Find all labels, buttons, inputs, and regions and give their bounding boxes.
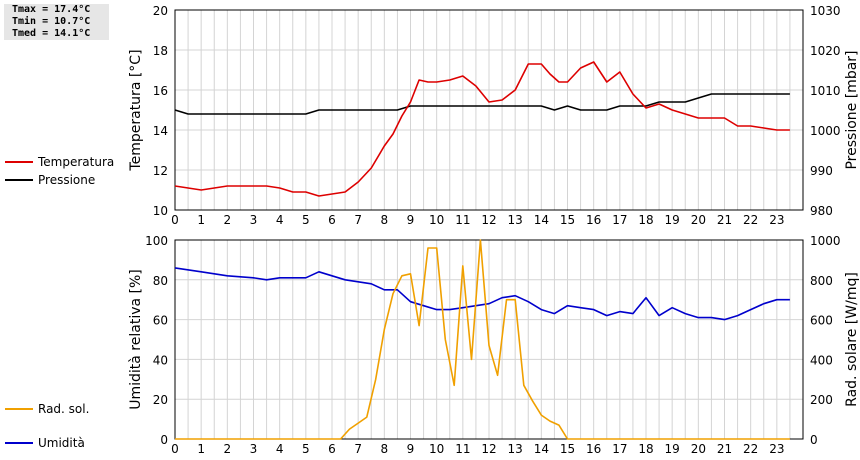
x-tick-label: 0 (171, 442, 179, 456)
x-tick-label: 4 (276, 213, 284, 227)
x-tick-label: 6 (328, 442, 336, 456)
x-tick-label: 10 (429, 442, 444, 456)
legend-label: Umidità (38, 436, 85, 450)
y-right-tick-label: 1000 (810, 234, 841, 248)
x-tick-label: 22 (743, 213, 758, 227)
x-tick-label: 14 (534, 213, 549, 227)
x-tick-label: 5 (302, 442, 310, 456)
x-tick-label: 19 (665, 213, 680, 227)
y-left-tick-label: 10 (153, 204, 168, 218)
x-tick-label: 18 (638, 442, 653, 456)
y-left-tick-label: 20 (153, 393, 168, 407)
y-left-tick-label: 16 (153, 84, 168, 98)
y-right-tick-label: 1010 (810, 84, 841, 98)
y-left-tick-label: 14 (153, 124, 168, 138)
x-tick-label: 16 (586, 213, 601, 227)
x-tick-label: 21 (717, 213, 732, 227)
x-tick-label: 19 (665, 442, 680, 456)
x-tick-label: 1 (197, 442, 205, 456)
plot-frame (174, 239, 804, 440)
y-left-axis-label: Temperatura [°C] (128, 49, 144, 171)
x-tick-label: 8 (381, 213, 389, 227)
x-tick-label: 12 (481, 442, 496, 456)
y-left-tick-label: 100 (145, 234, 168, 248)
x-tick-label: 23 (769, 213, 784, 227)
x-tick-label: 10 (429, 213, 444, 227)
y-right-tick-label: 600 (810, 314, 833, 328)
x-tick-label: 3 (250, 213, 258, 227)
temperature-pressure-panel: 0 1 2 3 4 5 6 7 8 9 10 11 12 13 14 15 16 17 18 19 20 21 22 2310… (5, 4, 860, 227)
y-left-tick-label: 18 (153, 44, 168, 58)
y-right-tick-label: 1030 (810, 4, 841, 18)
series-line-pressione (174, 93, 790, 115)
y-right-axis-label: Rad. solare [W/mq] (844, 272, 860, 407)
x-tick-label: 2 (224, 442, 232, 456)
x-tick-label: 13 (508, 213, 523, 227)
x-tick-label: 2 (224, 213, 232, 227)
x-tick-label: 15 (560, 213, 575, 227)
x-tick-label: 11 (455, 442, 470, 456)
x-tick-label: 16 (586, 442, 601, 456)
x-tick-label: 11 (455, 213, 470, 227)
x-tick-label: 8 (381, 442, 389, 456)
series-line-rad-sol- (175, 239, 790, 440)
x-tick-label: 14 (534, 442, 549, 456)
y-right-tick-label: 0 (810, 433, 818, 447)
x-tick-label: 9 (407, 442, 415, 456)
x-tick-label: 13 (508, 442, 523, 456)
x-tick-label: 3 (250, 442, 258, 456)
x-tick-label: 18 (638, 213, 653, 227)
y-right-tick-label: 980 (810, 204, 833, 218)
series-line-umidit- (174, 267, 790, 321)
x-tick-label: 21 (717, 442, 732, 456)
stat-tmin: Tmin = 10.7°C (12, 16, 91, 27)
legend-label: Temperatura (37, 155, 114, 169)
y-right-tick-label: 400 (810, 353, 833, 367)
legend-label: Rad. sol. (38, 402, 89, 416)
y-left-axis-label: Umidità relativa [%] (128, 269, 144, 410)
x-tick-label: 9 (407, 213, 415, 227)
stats-box: Tmax = 17.4°C Tmin = 10.7°C Tmed = 14.1°… (4, 4, 109, 40)
y-right-axis-label: Pressione [mbar] (844, 50, 860, 169)
y-left-tick-label: 40 (153, 353, 168, 367)
x-tick-label: 7 (354, 213, 362, 227)
x-tick-label: 12 (481, 213, 496, 227)
x-tick-label: 17 (612, 442, 627, 456)
x-tick-label: 23 (769, 442, 784, 456)
y-right-tick-label: 990 (810, 164, 833, 178)
y-left-tick-label: 20 (153, 4, 168, 18)
x-tick-label: 17 (612, 213, 627, 227)
x-tick-label: 22 (743, 442, 758, 456)
x-tick-label: 0 (171, 213, 179, 227)
y-left-tick-label: 80 (153, 274, 168, 288)
x-tick-label: 4 (276, 442, 284, 456)
legend-label: Pressione (38, 173, 95, 187)
humidity-radiation-panel: 0 1 2 3 4 5 6 7 8 9 10 11 12 13 14 15 16 17 18 19 20 21 22 2302… (5, 234, 860, 456)
y-left-tick-label: 0 (160, 433, 168, 447)
stat-tmed: Tmed = 14.1°C (12, 28, 91, 39)
x-tick-label: 15 (560, 442, 575, 456)
y-right-tick-label: 1000 (810, 124, 841, 138)
x-tick-label: 7 (354, 442, 362, 456)
x-tick-label: 6 (328, 213, 336, 227)
stat-tmax: Tmax = 17.4°C (12, 4, 91, 15)
y-right-tick-label: 200 (810, 393, 833, 407)
x-tick-label: 20 (691, 442, 706, 456)
x-tick-label: 5 (302, 213, 310, 227)
y-left-tick-label: 12 (153, 164, 168, 178)
series-line-temperatura (174, 61, 790, 197)
x-tick-label: 20 (691, 213, 706, 227)
y-right-tick-label: 800 (810, 274, 833, 288)
y-left-tick-label: 60 (153, 314, 168, 328)
x-tick-label: 1 (197, 213, 205, 227)
y-right-tick-label: 1020 (810, 44, 841, 58)
